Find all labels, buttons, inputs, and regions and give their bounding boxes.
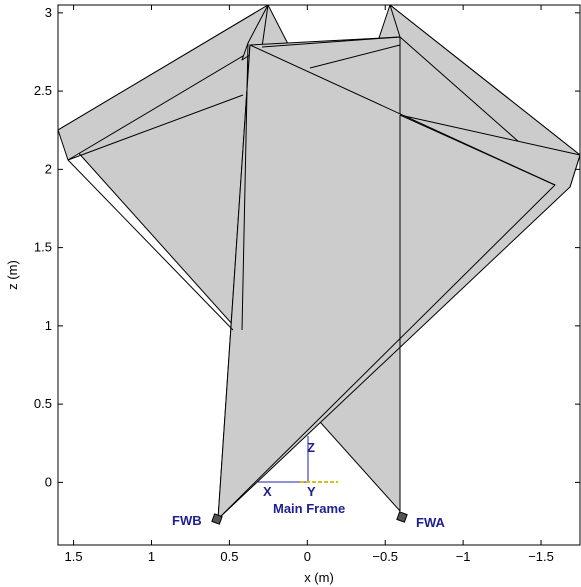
- y-tick-label: 0: [45, 474, 52, 489]
- edge-2: [67, 159, 234, 331]
- frame-y-label: Y: [307, 484, 316, 499]
- x-tick-label: 1: [148, 549, 155, 564]
- x-axis-ticks: 1.5 1 0.5 0 −0.5 −1 −1.5: [65, 5, 554, 564]
- x-tick-label: −0.5: [372, 549, 398, 564]
- x-tick-label: 0.5: [220, 549, 238, 564]
- edge-1: [67, 94, 244, 161]
- fwb-label: FWB: [172, 513, 202, 528]
- fwa-marker: [396, 511, 408, 523]
- y-axis-ticks: 0 0.5 1 1.5 2 2.5 3: [34, 5, 580, 489]
- x-tick-label: 1.5: [65, 549, 83, 564]
- x-axis-label: x (m): [304, 570, 334, 585]
- y-tick-label: 1: [45, 318, 52, 333]
- y-axis-label: z (m): [5, 260, 20, 290]
- x-tick-label: −1: [456, 549, 471, 564]
- frame-x-label: X: [263, 484, 272, 499]
- edge-5: [309, 44, 401, 69]
- y-tick-label: 3: [45, 5, 52, 20]
- wing-panel-front-face: [217, 44, 556, 520]
- y-tick-label: 1.5: [34, 240, 52, 255]
- x-tick-label: −1.5: [528, 549, 554, 564]
- edge-3: [241, 42, 249, 331]
- edge-4: [261, 36, 401, 48]
- main-frame-label: Main Frame: [273, 501, 345, 516]
- edge-6: [399, 114, 556, 186]
- y-tick-label: 2: [45, 161, 52, 176]
- y-tick-label: 2.5: [34, 83, 52, 98]
- frame-z-label: Z: [307, 440, 315, 455]
- fwa-label: FWA: [416, 515, 445, 530]
- x-tick-label: 0: [304, 549, 311, 564]
- y-tick-label: 0.5: [34, 396, 52, 411]
- fwb-marker: [211, 513, 223, 525]
